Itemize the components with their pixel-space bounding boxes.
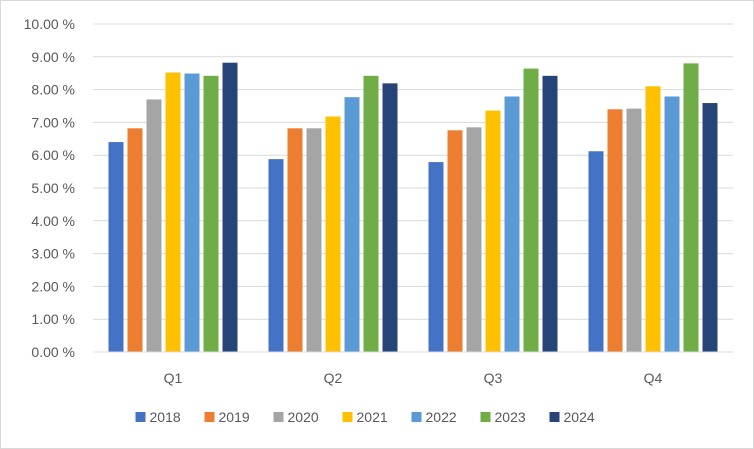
legend-swatch <box>204 412 215 422</box>
legend-item-2023: 2023 <box>480 409 526 425</box>
y-tick-label: 5.00 % <box>31 180 75 196</box>
legend-label: 2018 <box>150 409 181 425</box>
legend-item-2019: 2019 <box>204 409 250 425</box>
bar-2022-Q1 <box>184 73 200 352</box>
bar-2020-Q2 <box>306 128 322 352</box>
legend-swatch <box>411 412 422 422</box>
legend-swatch <box>135 412 146 422</box>
bar-2022-Q2 <box>344 97 360 352</box>
legend-label: 2020 <box>288 409 319 425</box>
legend-label: 2023 <box>495 409 526 425</box>
x-category-label: Q2 <box>324 370 343 386</box>
legend-swatch <box>273 412 284 422</box>
legend-item-2022: 2022 <box>411 409 457 425</box>
y-tick-label: 4.00 % <box>31 213 75 229</box>
y-tick-label: 10.00 % <box>24 16 75 32</box>
bar-2023-Q2 <box>363 75 379 352</box>
x-axis-category-labels: Q1 Q2 Q3 Q4 <box>164 370 663 386</box>
bar-2023-Q3 <box>523 68 539 352</box>
y-tick-label: 1.00 % <box>31 311 75 327</box>
bar-2020-Q4 <box>626 108 642 353</box>
legend: 2018 2019 2020 2021 2022 2023 2024 <box>135 409 595 425</box>
bar-2021-Q1 <box>165 72 181 352</box>
legend-item-2024: 2024 <box>549 409 595 425</box>
bar-2018-Q3 <box>428 162 444 352</box>
bar-2018-Q2 <box>268 159 284 352</box>
legend-swatch <box>480 412 491 422</box>
legend-label: 2024 <box>564 409 595 425</box>
y-tick-label: 7.00 % <box>31 114 75 130</box>
legend-label: 2019 <box>219 409 250 425</box>
bar-2023-Q4 <box>683 63 699 353</box>
bar-2019-Q4 <box>607 109 623 352</box>
gridlines <box>93 23 733 320</box>
bar-2024-Q2 <box>382 83 398 353</box>
bar-2022-Q4 <box>664 96 680 352</box>
bar-2023-Q1 <box>203 75 219 352</box>
bars <box>108 62 718 353</box>
legend-swatch <box>342 412 353 422</box>
y-tick-label: 2.00 % <box>31 278 75 294</box>
y-tick-label: 8.00 % <box>31 82 75 98</box>
bar-2024-Q4 <box>702 103 718 352</box>
bar-2019-Q3 <box>447 130 463 352</box>
legend-item-2021: 2021 <box>342 409 388 425</box>
legend-item-2020: 2020 <box>273 409 319 425</box>
bar-2020-Q1 <box>146 99 162 352</box>
x-category-label: Q1 <box>164 370 183 386</box>
y-tick-label: 0.00 % <box>31 344 75 360</box>
bar-2021-Q2 <box>325 116 341 352</box>
y-tick-label: 9.00 % <box>31 49 75 65</box>
y-axis-tick-labels: 0.00 % 1.00 % 2.00 % 3.00 % 4.00 % 5.00 % 6.00… <box>24 16 75 360</box>
bar-2021-Q3 <box>485 110 501 352</box>
legend-item-2018: 2018 <box>135 409 181 425</box>
bar-2019-Q1 <box>127 128 143 352</box>
y-tick-label: 6.00 % <box>31 147 75 163</box>
y-tick-label: 3.00 % <box>31 246 75 262</box>
x-category-label: Q3 <box>484 370 503 386</box>
bar-2022-Q3 <box>504 96 520 352</box>
bar-2018-Q4 <box>588 151 604 352</box>
legend-swatch <box>549 412 560 422</box>
bar-2020-Q3 <box>466 127 482 352</box>
bar-2019-Q2 <box>287 128 303 352</box>
legend-label: 2022 <box>426 409 457 425</box>
legend-label: 2021 <box>357 409 388 425</box>
bar-2021-Q4 <box>645 86 661 352</box>
bar-2024-Q3 <box>542 75 558 352</box>
bar-2024-Q1 <box>222 62 238 352</box>
x-category-label: Q4 <box>644 370 663 386</box>
bar-2018-Q1 <box>108 142 124 352</box>
